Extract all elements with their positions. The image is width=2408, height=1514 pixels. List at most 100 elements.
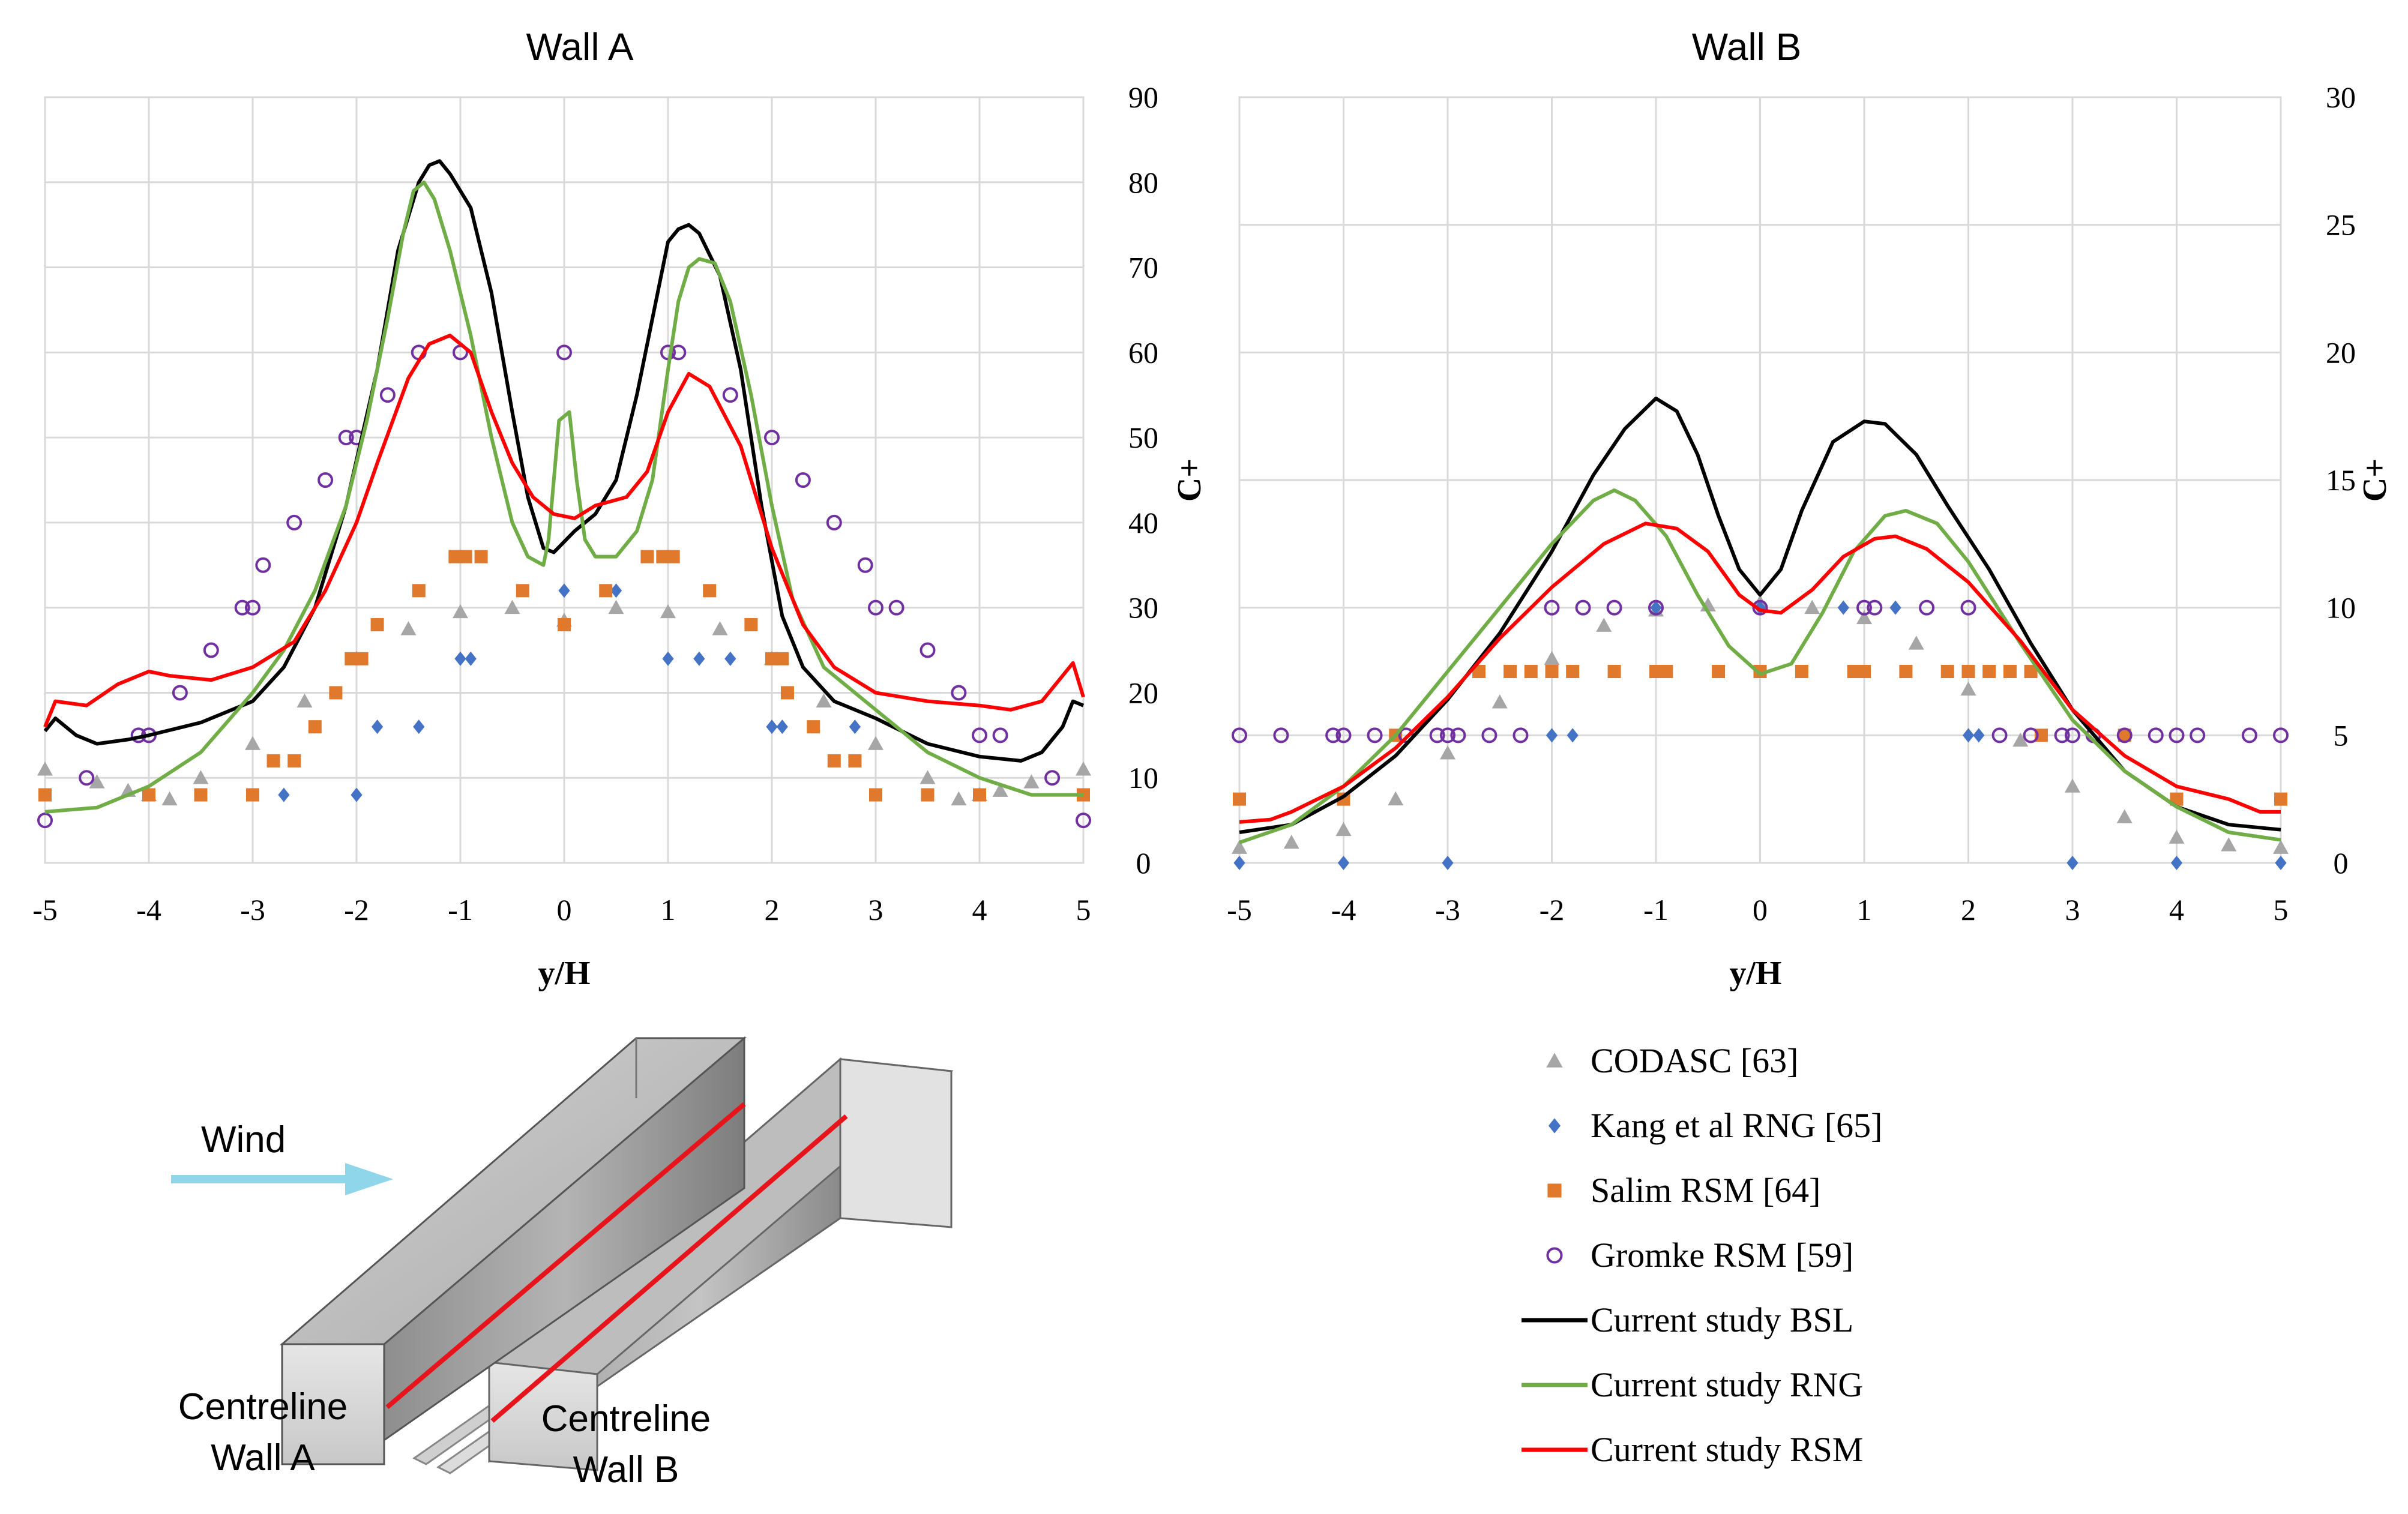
data-point [656, 550, 670, 563]
data-point [1908, 635, 1924, 650]
data-point [2169, 829, 2185, 844]
data-point [448, 550, 462, 563]
data-point [610, 583, 622, 598]
legend-marker-swatch [1548, 1118, 1561, 1134]
series-square [38, 550, 1090, 802]
data-point [413, 719, 425, 734]
x-tick-label: -2 [344, 893, 369, 927]
data-point [245, 599, 260, 616]
data-point [37, 762, 53, 776]
data-point [1076, 813, 1091, 829]
centreline-wall-a [385, 1102, 746, 1410]
data-point [608, 599, 624, 614]
data-point [1481, 727, 1497, 743]
data-point [660, 604, 676, 619]
data-point [666, 550, 680, 563]
legend-label: Salim RSM [64] [1591, 1171, 1821, 1210]
data-point [1660, 665, 1673, 678]
data-point [1837, 600, 1849, 615]
legend-item: Kang et al RNG [65] [1548, 1106, 1882, 1145]
data-point [1961, 665, 1975, 678]
centreline-wall-b [490, 1114, 848, 1423]
data-point [453, 604, 468, 619]
data-point [516, 584, 529, 598]
series-line [43, 159, 1085, 763]
x-tick-label: -1 [448, 893, 473, 927]
data-point [1856, 610, 1872, 625]
centreline-wall-a-label: Centreline Wall A [178, 1386, 348, 1479]
data-point [951, 685, 967, 701]
data-point [1982, 665, 1996, 678]
data-point [1960, 599, 1976, 616]
y-tick-label: 5 [2334, 718, 2349, 752]
y-tick-label: 90 [1128, 80, 1158, 114]
data-point [775, 652, 789, 665]
data-point [89, 774, 105, 789]
data-point [826, 514, 842, 530]
data-point [2273, 727, 2289, 743]
data-point [868, 736, 883, 750]
legend-label: Current study RNG [1591, 1365, 1863, 1404]
data-point [79, 770, 95, 786]
centreline-wall-a-label-line2: Wall A [211, 1437, 315, 1479]
data-point [920, 642, 936, 658]
data-point [888, 599, 905, 616]
wall-a-title: Wall A [526, 25, 634, 68]
data-point [1991, 727, 2008, 743]
data-point [329, 686, 343, 700]
data-point [286, 514, 303, 530]
data-point [1273, 727, 1289, 743]
data-point [1795, 665, 1808, 678]
data-point [1233, 792, 1246, 806]
data-point [764, 430, 780, 446]
wind-label: Wind [201, 1119, 286, 1161]
data-point [556, 344, 572, 361]
data-point [1546, 728, 1558, 743]
legend-marker-swatch [1547, 1183, 1562, 1198]
y-tick-label: 70 [1128, 251, 1158, 284]
data-point [1650, 600, 1662, 615]
legend-item: CODASC [63] [1546, 1041, 1798, 1080]
data-point [1367, 727, 1383, 743]
wall-a-gridlines [44, 96, 1085, 864]
data-point [1648, 599, 1664, 616]
data-point [459, 550, 472, 563]
series-diamond [1233, 600, 2287, 870]
data-point [1919, 599, 1935, 616]
data-point [245, 736, 260, 750]
series-line [43, 334, 1085, 728]
wall-b-gridlines [1238, 96, 2282, 864]
data-point [827, 754, 841, 768]
data-point [869, 788, 882, 802]
data-point [807, 720, 820, 734]
data-point [2066, 856, 2078, 870]
data-point [1712, 665, 1726, 678]
wall-a-x-ticks: -5 -4 -3 -2 -1 0 1 2 3 4 5 [32, 893, 1091, 927]
data-point [693, 651, 705, 666]
y-tick-label: 20 [1128, 676, 1158, 709]
data-point [474, 550, 488, 563]
data-point [2118, 728, 2131, 742]
data-point [849, 719, 861, 734]
data-point [1023, 774, 1040, 789]
x-tick-label: 1 [1857, 893, 1872, 927]
data-point [780, 686, 794, 700]
wall-b-x-axis-label: y/H [1729, 955, 1781, 992]
data-point [296, 693, 313, 708]
legend-item: Salim RSM [64] [1547, 1171, 1821, 1210]
legend-label: CODASC [63] [1591, 1041, 1798, 1080]
data-point [992, 727, 1008, 743]
data-point [1856, 599, 1872, 616]
legend-label: Current study RSM [1591, 1430, 1863, 1469]
data-point [1232, 840, 1247, 854]
wall-b-series [1232, 396, 2289, 870]
data-point [848, 754, 862, 768]
data-point [203, 642, 219, 658]
data-point [1513, 727, 1529, 743]
data-point [857, 557, 873, 573]
data-point [1596, 617, 1612, 632]
data-point [1335, 822, 1352, 837]
data-point [1337, 856, 1350, 870]
data-point [1442, 856, 1454, 870]
